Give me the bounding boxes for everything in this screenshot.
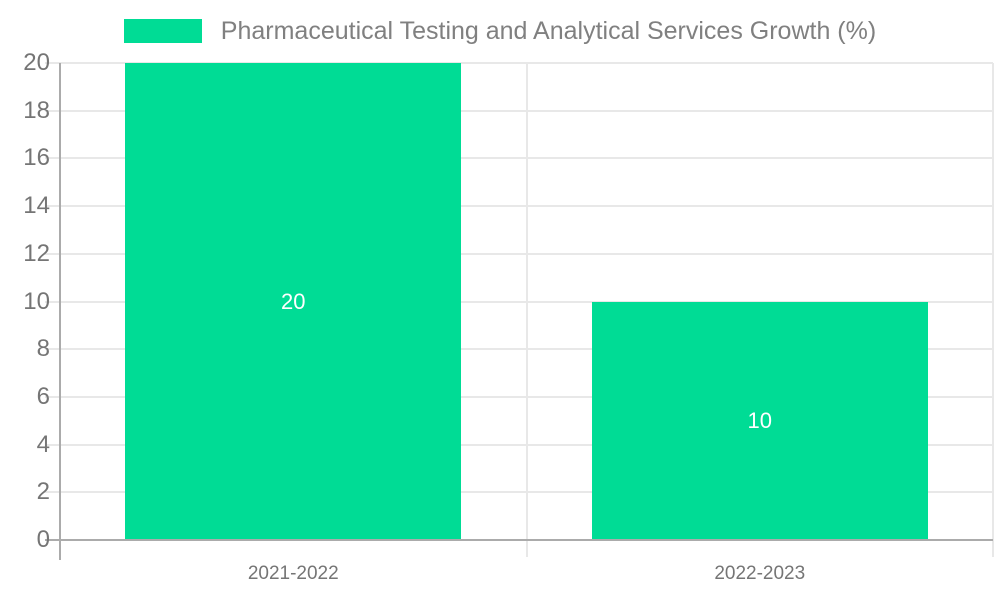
y-tick-label: 2	[36, 478, 50, 506]
legend-swatch	[123, 19, 202, 43]
y-tick-label: 14	[23, 192, 50, 220]
y-tick-label: 20	[23, 49, 50, 76]
y-tick-label: 18	[23, 96, 50, 124]
y-tick-label: 0	[36, 526, 50, 553]
y-tick-label: 8	[36, 335, 50, 363]
legend-label: Pharmaceutical Testing and Analytical Se…	[220, 17, 877, 45]
gridline	[45, 62, 993, 64]
category-splitline	[992, 63, 994, 540]
y-tick-label: 12	[23, 239, 50, 267]
bar-2021-2022[interactable]	[125, 63, 461, 540]
x-axis-line	[45, 539, 993, 541]
y-tick-label: 4	[36, 430, 50, 458]
gridline	[45, 157, 993, 160]
legend-item[interactable]: Pharmaceutical Testing and Analytical Se…	[0, 16, 1000, 46]
x-axis-tick	[525, 540, 528, 557]
x-tick-label: 2022-2023	[714, 563, 806, 584]
y-tick-label: 6	[36, 382, 50, 410]
gridline	[45, 109, 993, 112]
y-axis-line	[59, 63, 61, 560]
gridline	[45, 491, 993, 494]
bar-value-label: 10	[747, 407, 772, 433]
category-splitline	[525, 63, 528, 540]
gridline	[45, 395, 993, 398]
bar-2022-2023[interactable]	[592, 301, 928, 540]
bar-value-label: 20	[281, 288, 306, 314]
x-axis-tick	[992, 540, 994, 557]
gridline	[45, 205, 993, 208]
gridline	[45, 443, 993, 446]
x-tick-label: 2021-2022	[247, 563, 339, 584]
y-tick-label: 10	[23, 287, 50, 315]
gridline	[45, 348, 993, 351]
gridline	[45, 252, 993, 255]
gridline	[45, 300, 993, 303]
y-tick-label: 16	[23, 144, 50, 172]
